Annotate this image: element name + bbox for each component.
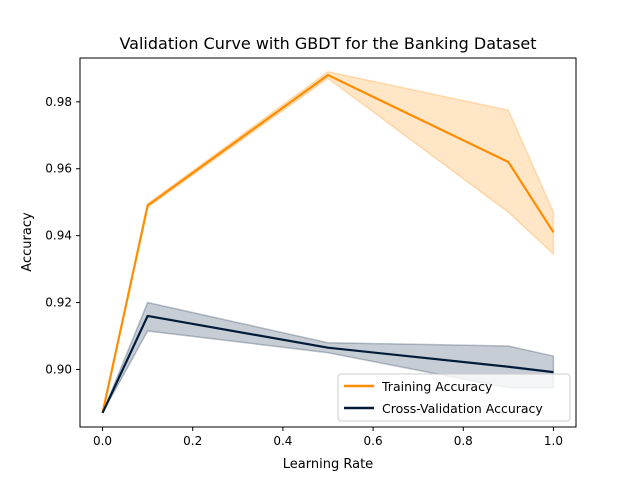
x-axis-ticks: 0.0 0.2 0.4 0.6 0.8 1.0: [93, 427, 563, 448]
legend-box: [337, 373, 571, 422]
y-axis-label: Accuracy: [20, 212, 35, 272]
x-tick-label: 0.4: [273, 434, 292, 448]
y-tick-label: 0.94: [45, 229, 72, 243]
series-lines: [101, 73, 555, 414]
x-tick-label: 0.2: [183, 434, 202, 448]
x-axis-label: Learning Rate: [283, 457, 373, 472]
x-tick-label: 0.6: [364, 434, 383, 448]
training-accuracy-line: [101, 73, 555, 414]
x-tick-label: 0.0: [93, 434, 112, 448]
legend-label-cross-validation: Cross-Validation Accuracy: [382, 401, 543, 416]
x-tick-label: 1.0: [544, 434, 563, 448]
y-tick-label: 0.98: [45, 95, 72, 109]
cross-validation-accuracy-line: [101, 314, 554, 414]
y-axis-ticks: 0.90 0.92 0.94 0.96 0.98: [45, 95, 80, 376]
legend-label-training: Training Accuracy: [381, 379, 493, 394]
y-tick-label: 0.92: [45, 296, 72, 310]
plot-frame: [79, 57, 577, 428]
x-tick-label: 0.8: [454, 434, 473, 448]
y-tick-label: 0.90: [45, 362, 72, 376]
legend: Training Accuracy Cross-Validation Accur…: [337, 373, 571, 422]
y-tick-label: 0.96: [45, 162, 72, 176]
chart-title: Validation Curve with GBDT for the Banki…: [119, 34, 536, 53]
